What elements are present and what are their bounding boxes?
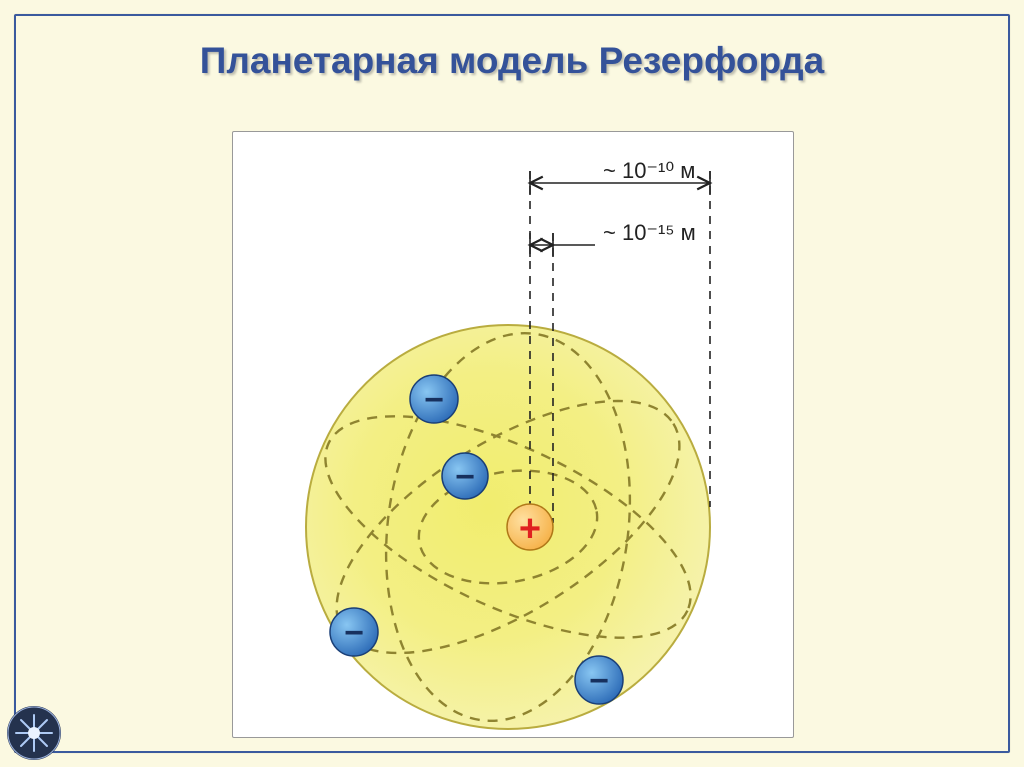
electron: − — [330, 608, 378, 656]
dimension-label-nucleus: ~ 10⁻¹⁵ м — [603, 220, 696, 245]
svg-text:+: + — [519, 508, 541, 550]
svg-text:−: − — [455, 458, 475, 496]
corner-logo — [6, 705, 62, 761]
nucleus: + — [507, 504, 553, 550]
electron: − — [442, 453, 488, 499]
electron: − — [575, 656, 623, 704]
slide-frame: Планетарная модель Резерфорда — [14, 14, 1010, 753]
svg-text:−: − — [424, 381, 444, 419]
svg-text:−: − — [589, 662, 609, 700]
atom-diagram: ~ 10⁻¹⁰ м ~ 10⁻¹⁵ м + − − − − — [233, 132, 793, 737]
electron: − — [410, 375, 458, 423]
diagram-panel: ~ 10⁻¹⁰ м ~ 10⁻¹⁵ м + − − − − — [232, 131, 794, 738]
svg-text:−: − — [344, 614, 364, 652]
slide-title: Планетарная модель Резерфорда — [16, 40, 1008, 82]
dimension-label-atom: ~ 10⁻¹⁰ м — [603, 158, 695, 183]
